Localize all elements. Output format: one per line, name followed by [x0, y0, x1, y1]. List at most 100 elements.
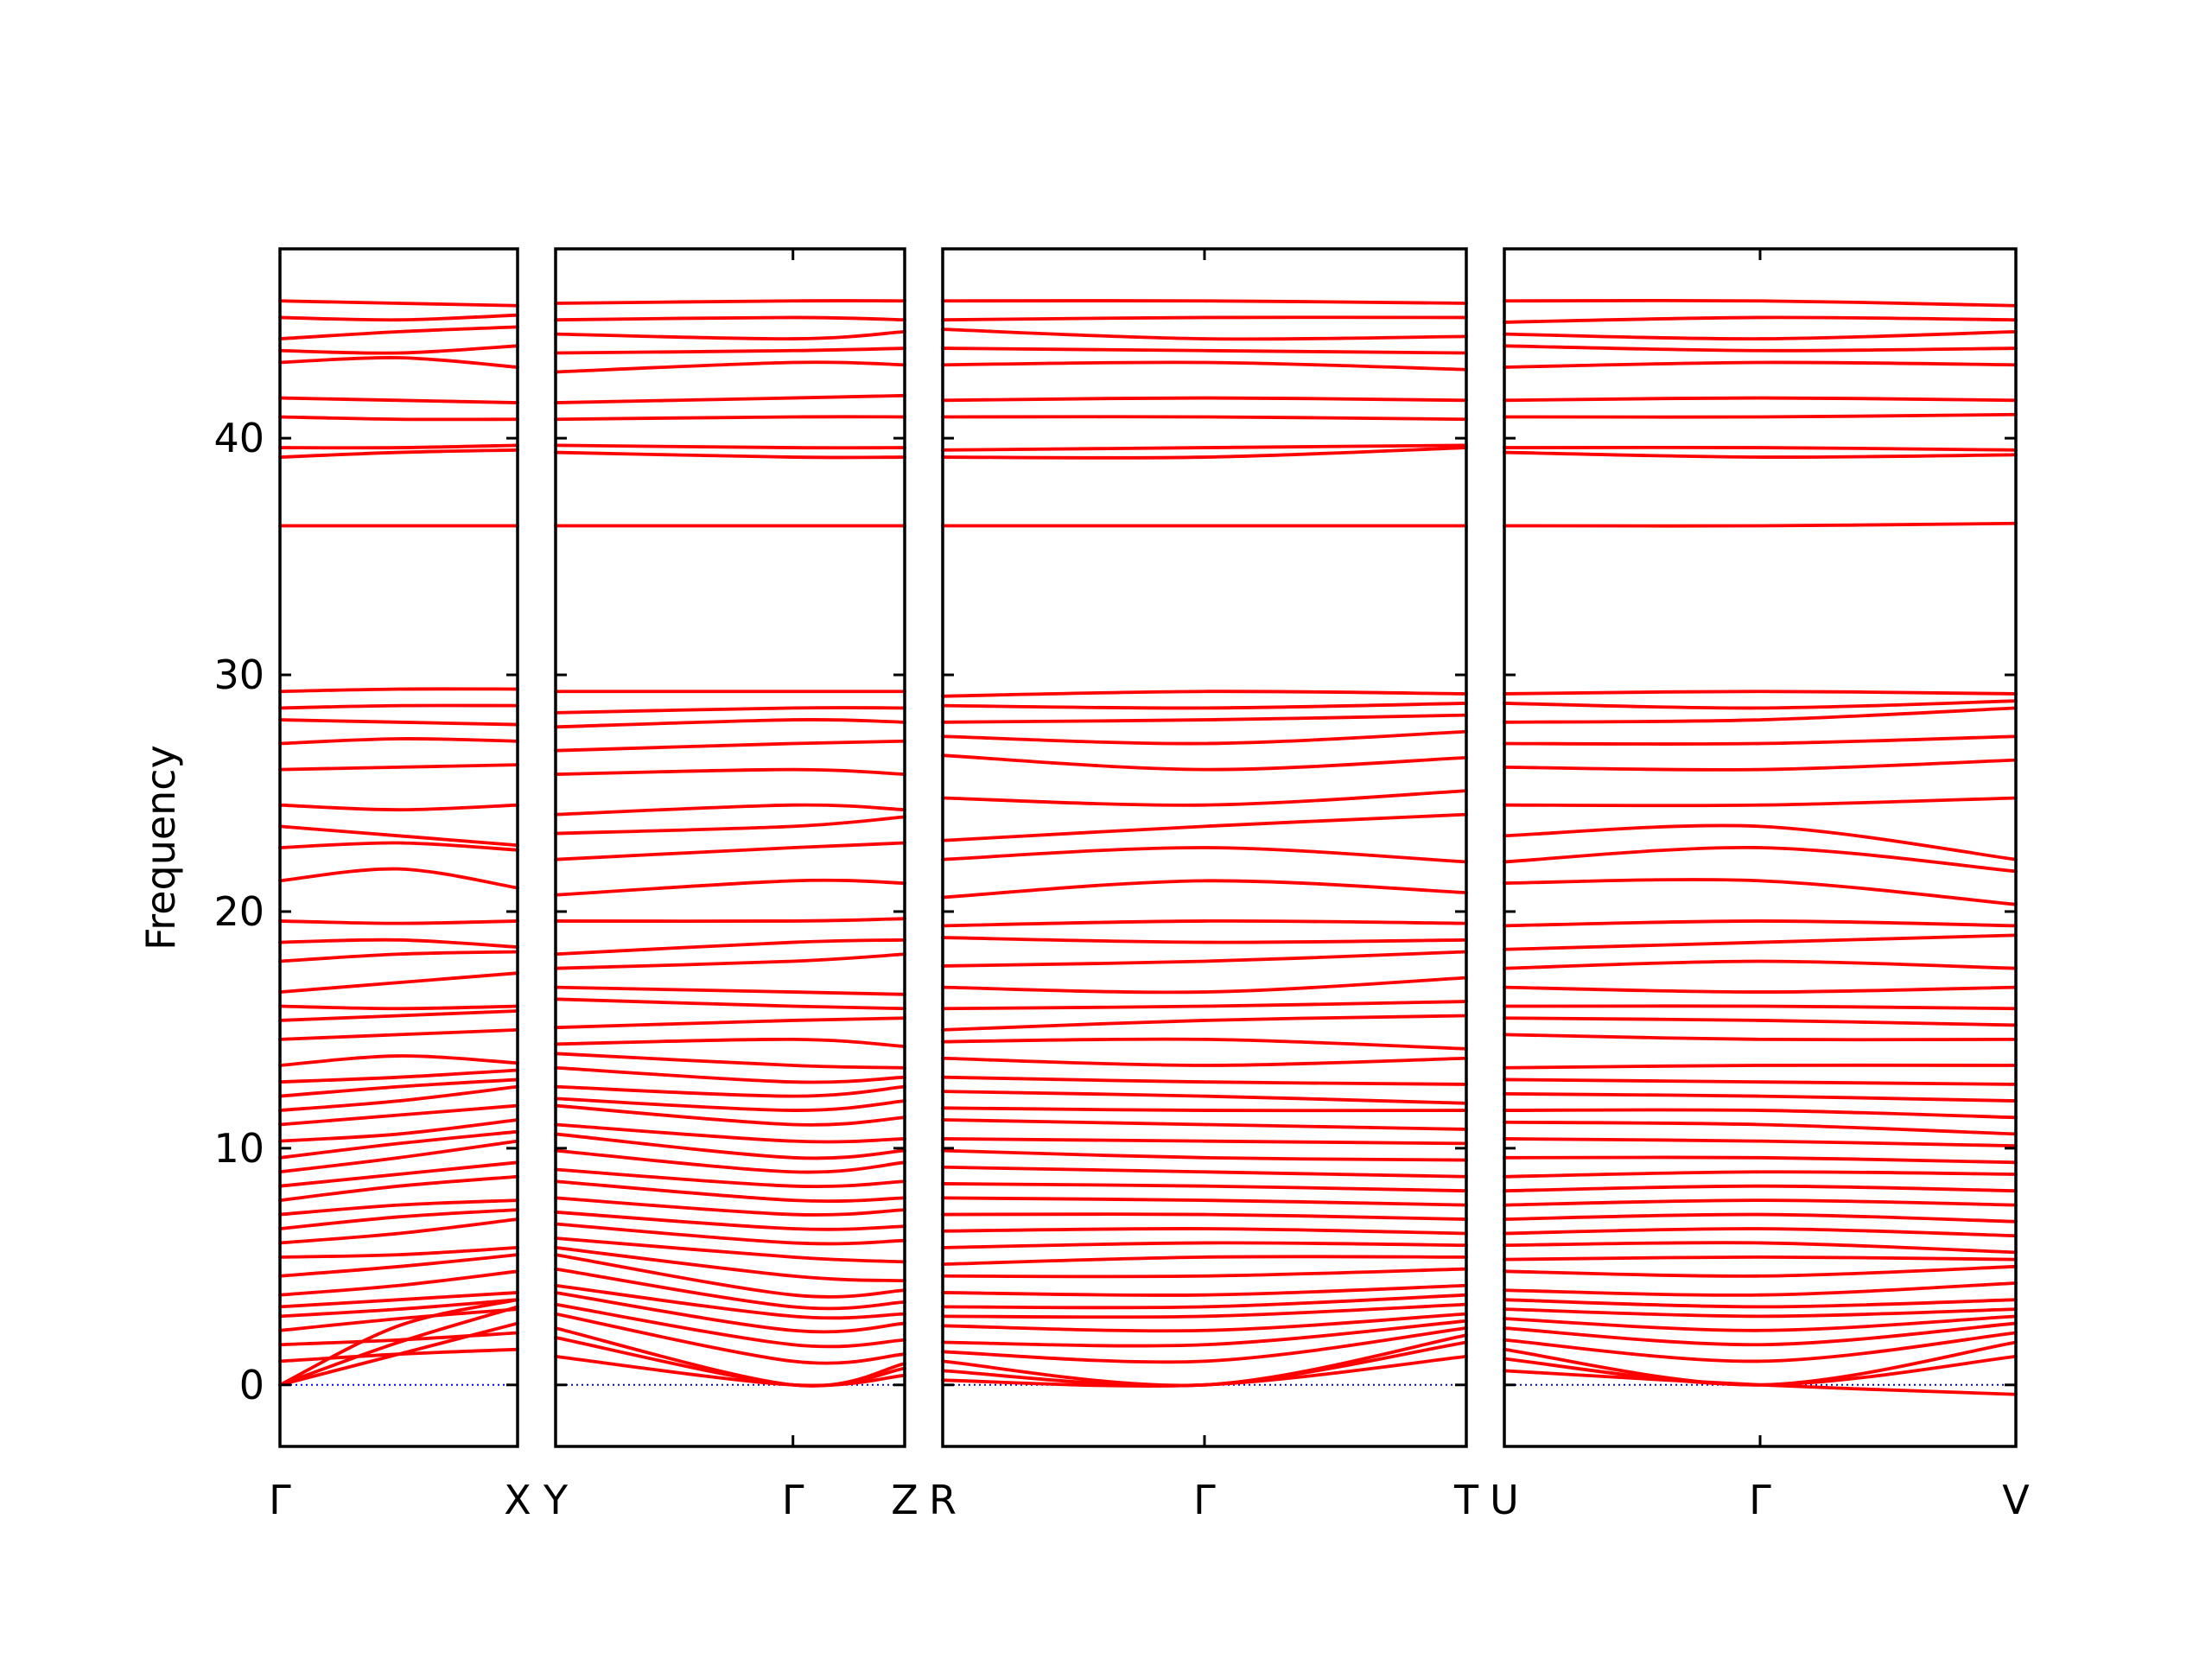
band [278, 1009, 519, 1022]
band [1503, 360, 2018, 369]
band [1503, 959, 2018, 970]
band [554, 767, 906, 776]
band [554, 443, 906, 450]
band [1503, 1227, 2018, 1238]
band [941, 1227, 1468, 1236]
band [941, 1165, 1468, 1179]
band [278, 1028, 519, 1041]
band [1503, 699, 2018, 710]
x-tick-label: T [1453, 1477, 1479, 1523]
band [554, 360, 906, 374]
band [941, 690, 1468, 698]
band [941, 918, 1468, 928]
band [1503, 1281, 2018, 1297]
x-tick-label: Γ [1193, 1477, 1216, 1523]
band [278, 1139, 519, 1174]
band [1503, 933, 2018, 951]
band [554, 329, 906, 341]
band [1503, 1033, 2018, 1042]
band [941, 443, 1468, 452]
band [278, 1253, 519, 1278]
band [278, 1054, 519, 1067]
band [554, 997, 906, 1011]
band [1503, 1091, 2018, 1103]
band [278, 1068, 519, 1084]
band [278, 1160, 519, 1188]
x-tick-label: V [2002, 1477, 2030, 1523]
band [1503, 1314, 2018, 1332]
band [1503, 1369, 2018, 1396]
band [554, 1148, 906, 1174]
band [941, 1056, 1468, 1067]
band [1503, 919, 2018, 928]
band [278, 299, 519, 308]
band [1503, 706, 2018, 724]
band [278, 1269, 519, 1297]
band [278, 344, 519, 355]
band [941, 299, 1468, 305]
band [554, 1210, 906, 1231]
band [278, 1307, 519, 1332]
band [941, 315, 1468, 322]
band [941, 1137, 1468, 1146]
band [941, 1293, 1468, 1310]
x-tick-label: Z [891, 1477, 918, 1523]
band [278, 355, 519, 369]
band [554, 878, 906, 897]
band [941, 1319, 1468, 1348]
band [941, 327, 1468, 341]
band [941, 1302, 1468, 1319]
band [941, 1118, 1468, 1131]
band [941, 936, 1468, 944]
band [278, 938, 519, 949]
band [941, 1283, 1468, 1297]
band [1503, 1264, 2018, 1278]
band [1503, 315, 2018, 324]
band [1503, 1063, 2018, 1070]
band [1503, 1170, 2018, 1179]
band [554, 1236, 906, 1264]
axes-frame [554, 247, 906, 1448]
x-tick-label: U [1490, 1477, 1519, 1523]
band [278, 1347, 519, 1363]
band [1503, 823, 2018, 861]
band [941, 1326, 1468, 1364]
band [554, 1302, 906, 1349]
band [554, 739, 906, 753]
band [554, 706, 906, 715]
band [554, 815, 906, 836]
band [1503, 298, 2018, 308]
band [941, 1340, 1468, 1388]
band [941, 1196, 1468, 1207]
band [1503, 1340, 2018, 1387]
band [941, 812, 1468, 842]
band [1503, 1184, 2018, 1193]
band [278, 919, 519, 925]
band [1503, 1108, 2018, 1120]
band [941, 415, 1468, 422]
band [1503, 396, 2018, 403]
band [941, 1212, 1468, 1221]
band [1503, 758, 2018, 772]
band [278, 448, 519, 459]
band [554, 393, 906, 404]
band [554, 1179, 906, 1204]
band [278, 841, 519, 852]
band [554, 415, 906, 422]
band [941, 1255, 1468, 1266]
band [1503, 1307, 2018, 1319]
band [278, 443, 519, 450]
band [1503, 796, 2018, 808]
band [554, 1096, 906, 1112]
panel: 0 10 20 30 40 Γ X Frequency [137, 247, 531, 1523]
band [1503, 985, 2018, 994]
band [278, 1305, 519, 1387]
band [941, 1148, 1468, 1162]
band [278, 718, 519, 727]
band [1503, 1241, 2018, 1255]
band [1503, 1120, 2018, 1136]
band [1503, 1198, 2018, 1207]
band [941, 1037, 1468, 1051]
band [278, 1129, 519, 1160]
